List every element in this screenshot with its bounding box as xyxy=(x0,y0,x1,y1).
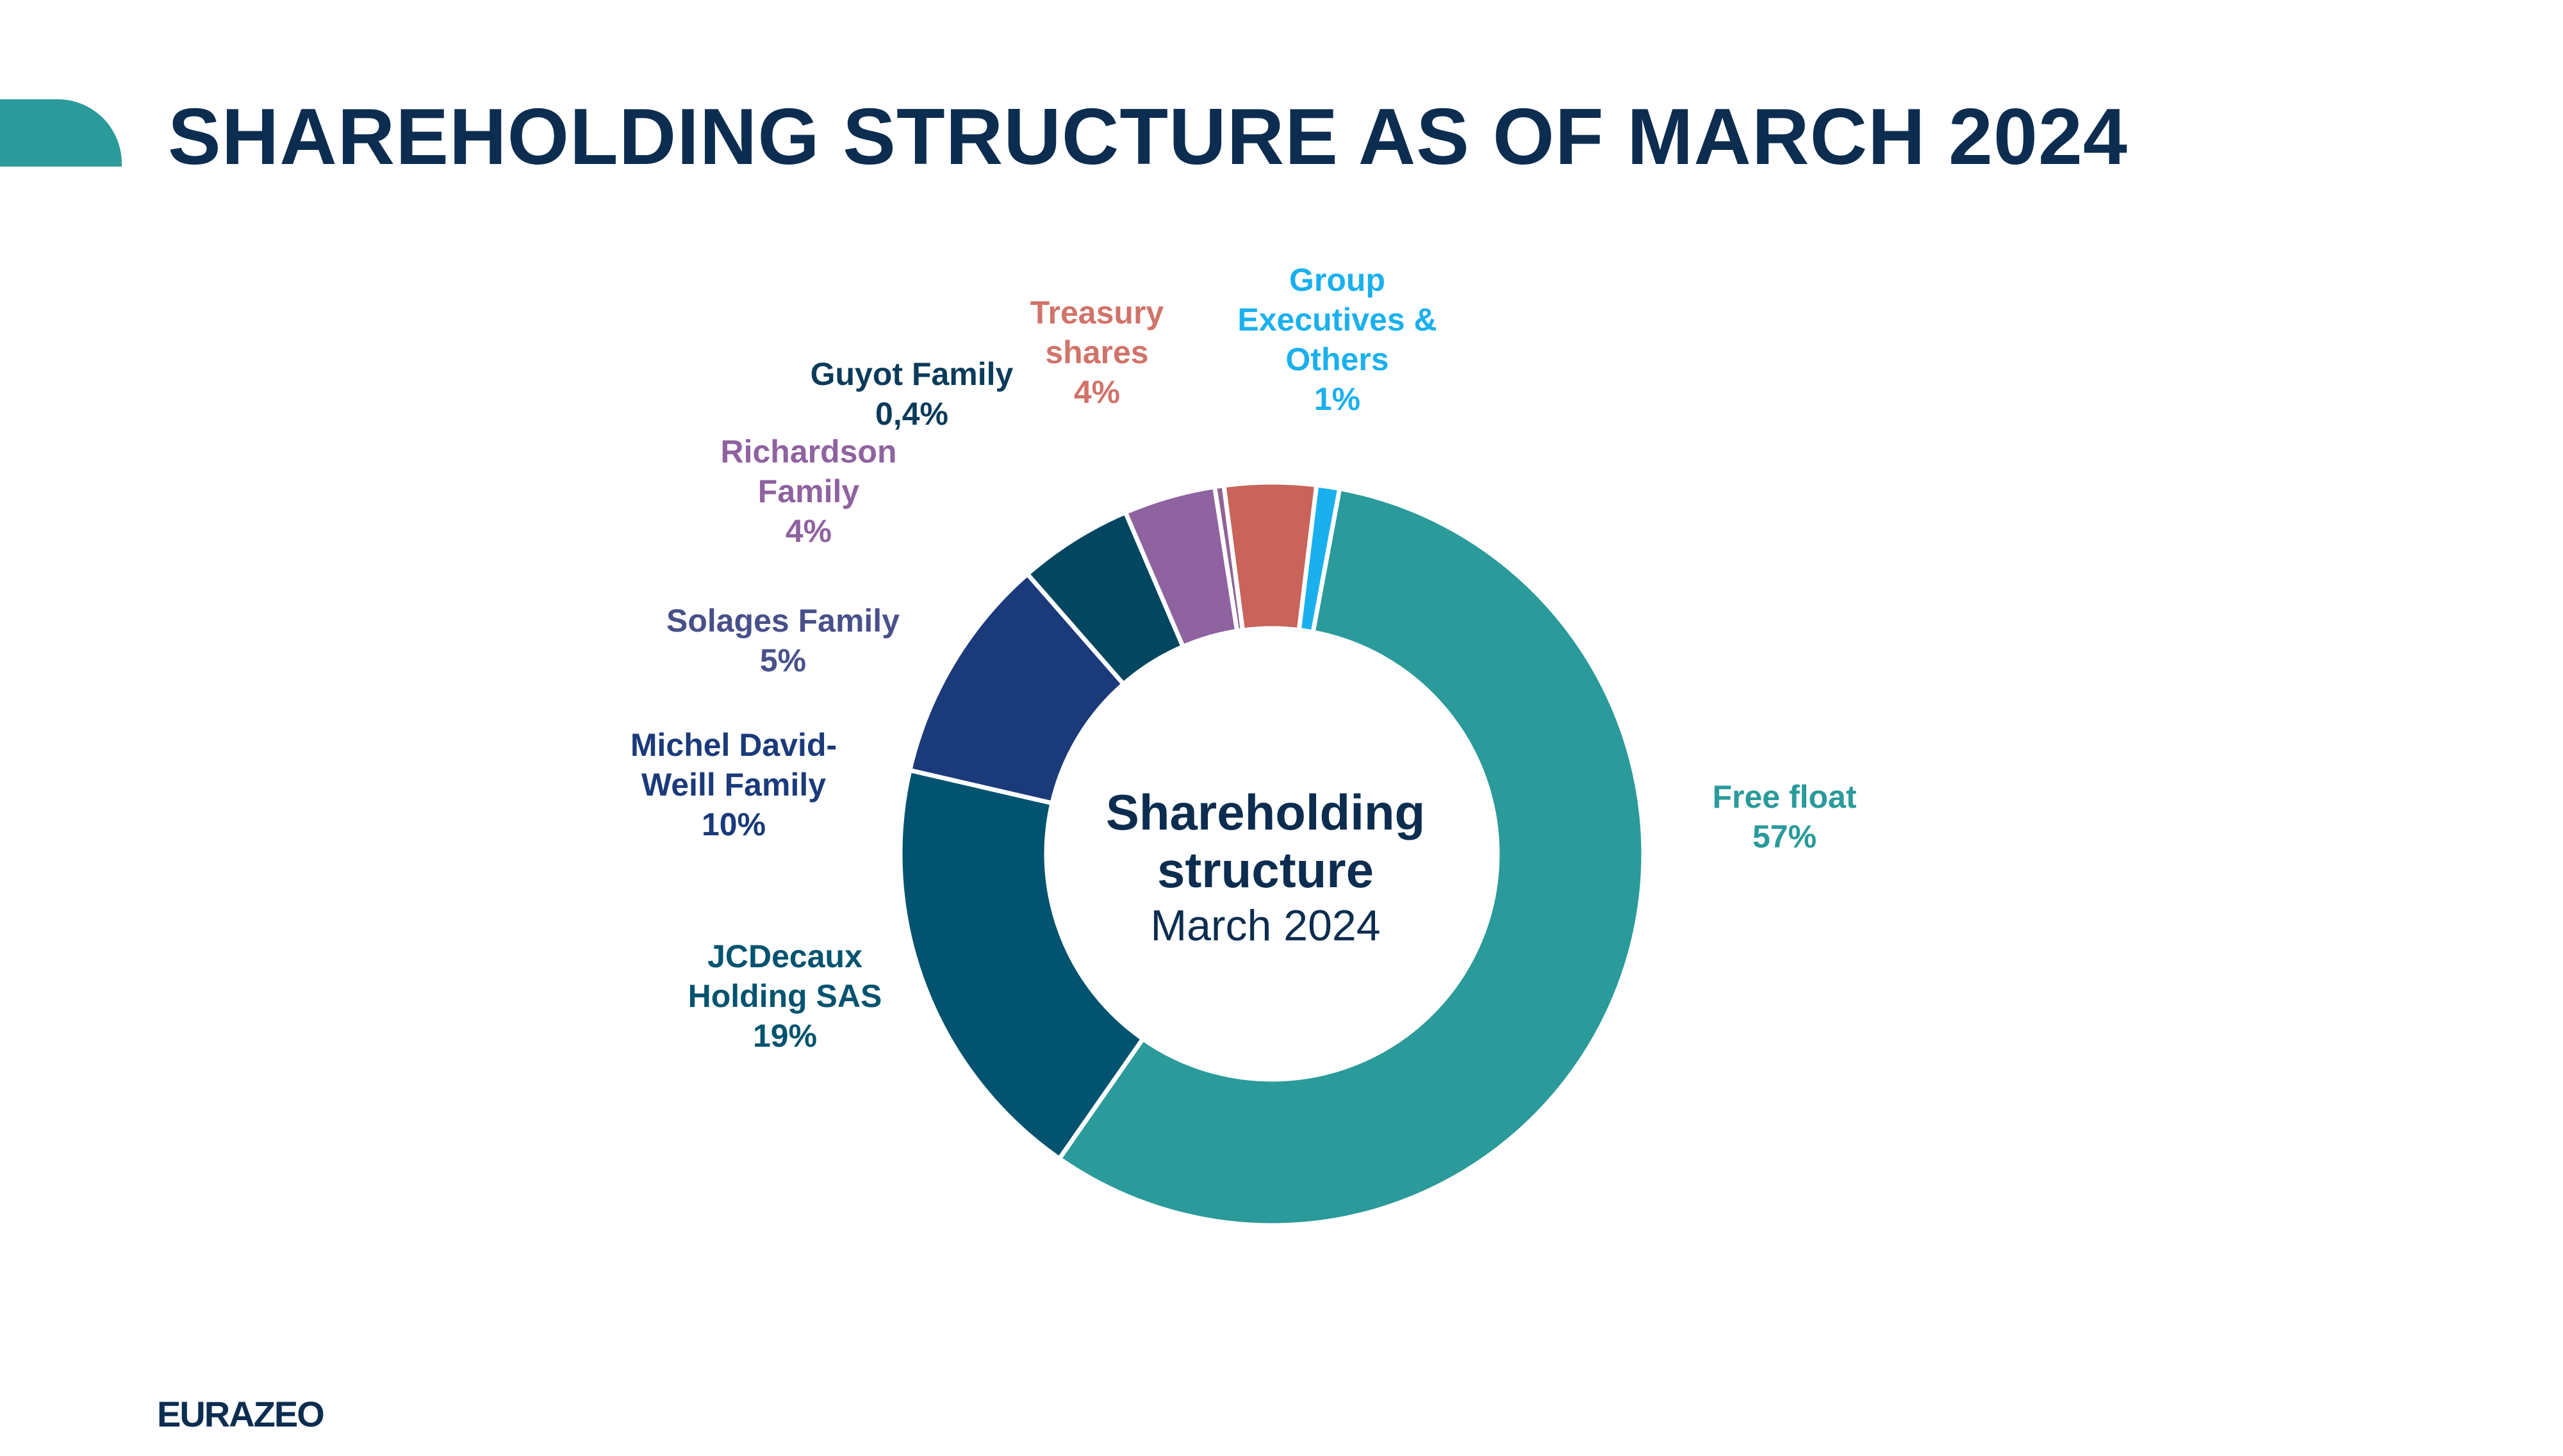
center-subtitle: March 2024 xyxy=(1150,901,1380,950)
donut-center-label: Shareholding structure March 2024 xyxy=(1106,784,1425,950)
eurazeo-logo: EURAZEO xyxy=(157,1394,325,1434)
label-value: 5% xyxy=(760,642,806,678)
label-name-line: Michel David- xyxy=(630,727,837,763)
label-name-line: Family xyxy=(758,473,860,509)
label-name-line: Holding SAS xyxy=(688,978,882,1014)
label-name-line: Group xyxy=(1289,262,1385,298)
label-value: 4% xyxy=(1074,374,1120,410)
label-name-line: Free float xyxy=(1712,779,1856,815)
label-michel-david-weill-family: Michel David- Weill Family 10% xyxy=(630,727,837,842)
center-title-line-2: structure xyxy=(1157,842,1374,898)
label-name-line: Weill Family xyxy=(641,767,826,803)
label-free-float: Free float 57% xyxy=(1712,779,1856,855)
donut-slices xyxy=(898,480,1646,1228)
label-solages-family: Solages Family 5% xyxy=(666,603,900,678)
slice-labels: Free float 57% JCDecaux Holding SAS 19% Miche… xyxy=(630,262,1857,1054)
label-guyot-family: Guyot Family 0,4% xyxy=(811,356,1014,432)
slice-jcdecaux-holding-sas xyxy=(898,767,1146,1162)
label-name-line: Treasury xyxy=(1030,295,1164,331)
slide-title: SHAREHOLDING STRUCTURE AS OF MARCH 2024 xyxy=(168,93,2128,181)
slice-free-float xyxy=(1056,486,1646,1228)
label-name-line: Richardson xyxy=(720,434,896,470)
label-value: 19% xyxy=(753,1018,817,1054)
label-treasury-shares: Treasury shares 4% xyxy=(1030,295,1164,410)
label-value: 4% xyxy=(786,513,832,549)
slice-group-executives-others xyxy=(1296,482,1342,635)
label-value: 10% xyxy=(702,806,766,842)
center-title-line-1: Shareholding xyxy=(1106,784,1425,840)
label-value: 57% xyxy=(1752,819,1817,855)
label-name-line: Guyot Family xyxy=(811,356,1014,392)
label-name-line: Solages Family xyxy=(666,603,900,639)
label-group-executives-others: Group Executives & Others 1% xyxy=(1237,262,1437,417)
label-jcdecaux-holding-sas: JCDecaux Holding SAS 19% xyxy=(688,938,882,1054)
label-name-line: Executives & xyxy=(1237,302,1437,338)
label-value: 1% xyxy=(1314,381,1360,417)
label-value: 0,4% xyxy=(875,396,948,432)
label-name-line: Others xyxy=(1285,341,1389,377)
label-name-line: shares xyxy=(1045,334,1148,370)
label-richardson-family: Richardson Family 4% xyxy=(720,434,896,549)
label-name-line: JCDecaux xyxy=(707,938,862,974)
